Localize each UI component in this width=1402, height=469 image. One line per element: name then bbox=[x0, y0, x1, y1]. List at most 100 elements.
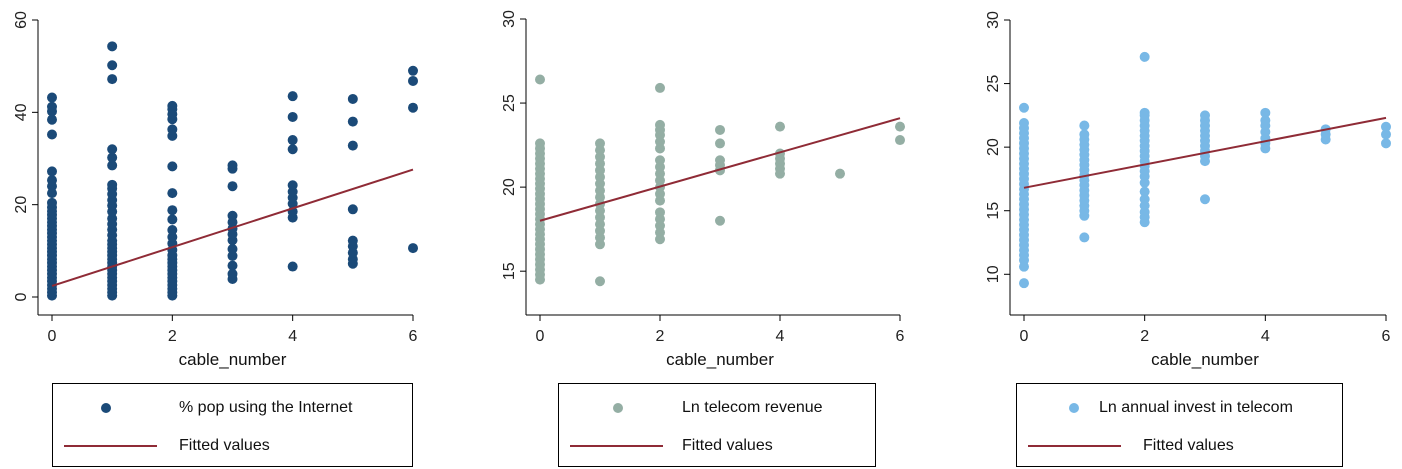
scatter-point bbox=[227, 181, 238, 192]
x-tick-label: 4 bbox=[776, 328, 785, 345]
scatter-point bbox=[347, 140, 358, 151]
scatter-point bbox=[227, 243, 238, 254]
legend-line-icon bbox=[570, 445, 663, 447]
legend-marker-icon bbox=[613, 403, 623, 413]
scatter-point bbox=[107, 144, 118, 155]
scatter-point bbox=[287, 111, 298, 122]
scatter-point bbox=[1139, 107, 1150, 118]
scatter-point bbox=[227, 260, 238, 271]
scatter-point bbox=[47, 129, 57, 140]
scatter-point bbox=[167, 161, 178, 172]
scatter-point bbox=[408, 243, 418, 254]
scatter-point bbox=[1079, 120, 1090, 131]
legend-label-series-1: % pop using the Internet bbox=[179, 399, 353, 416]
scatter-point bbox=[347, 116, 358, 127]
legend-3: Ln annual invest in telecom Fitted value… bbox=[1016, 383, 1343, 467]
y-tick-label: 15 bbox=[501, 262, 518, 280]
y-tick-label: 20 bbox=[501, 178, 518, 196]
scatter-point bbox=[167, 124, 178, 135]
scatter-point bbox=[715, 138, 725, 149]
x-tick-label: 0 bbox=[1020, 328, 1029, 345]
y-tick-label: 40 bbox=[13, 103, 30, 121]
scatter-point bbox=[47, 175, 57, 186]
scatter-point bbox=[1381, 129, 1391, 140]
scatter-point bbox=[1381, 138, 1391, 149]
scatter-point bbox=[1139, 194, 1150, 205]
fitted-line bbox=[1023, 116, 1387, 189]
legend-2: Ln telecom revenue Fitted values bbox=[558, 383, 876, 467]
scatter-point bbox=[47, 166, 57, 177]
scatter-point bbox=[535, 138, 545, 149]
scatter-point bbox=[47, 114, 57, 125]
legend-label-fitted-1: Fitted values bbox=[179, 437, 270, 454]
y-tick-label: 25 bbox=[501, 94, 518, 112]
scatter-point bbox=[1139, 186, 1150, 197]
scatter-point bbox=[1019, 278, 1029, 289]
scatter-point bbox=[1260, 115, 1271, 126]
scatter-point bbox=[47, 197, 57, 208]
x-tick-label: 0 bbox=[48, 328, 57, 345]
scatter-point bbox=[347, 204, 358, 215]
scatter-point bbox=[1079, 232, 1090, 243]
scatter-point bbox=[167, 231, 178, 242]
scatter-point bbox=[1019, 102, 1029, 113]
scatter-point bbox=[167, 205, 178, 216]
scatter-point bbox=[227, 210, 238, 221]
x-tick-label: 2 bbox=[656, 328, 665, 345]
scatter-point bbox=[408, 102, 418, 113]
y-tick-label: 0 bbox=[13, 292, 30, 301]
chart-panel-2: 15 20 25 30 0 2 4 6 cable_number Ln telecom reve… bbox=[465, 0, 933, 469]
y-tick-label: 30 bbox=[985, 11, 1002, 29]
scatter-point bbox=[107, 160, 118, 171]
x-tick-label: 6 bbox=[409, 328, 418, 345]
scatter-point bbox=[287, 91, 298, 102]
scatter-point bbox=[1019, 117, 1029, 128]
scatter-point bbox=[408, 65, 418, 76]
legend-label-series-3: Ln annual invest in telecom bbox=[1099, 399, 1293, 416]
x-axis-title: cable_number bbox=[666, 350, 774, 369]
y-tick-label: 20 bbox=[13, 196, 30, 214]
x-tick-label: 6 bbox=[1382, 328, 1391, 345]
scatter-point bbox=[895, 135, 905, 146]
scatter-point bbox=[287, 180, 298, 191]
fitted-line bbox=[51, 168, 414, 287]
scatter-point bbox=[47, 92, 57, 103]
scatter-point bbox=[595, 276, 605, 287]
legend-line-icon bbox=[1028, 445, 1121, 447]
scatter-point bbox=[1200, 110, 1210, 121]
scatter-point bbox=[167, 100, 178, 111]
legend-label-series-2: Ln telecom revenue bbox=[682, 399, 823, 416]
legend-label-fitted-3: Fitted values bbox=[1143, 437, 1234, 454]
scatter-point bbox=[655, 155, 665, 166]
chart-panel-3: 10 15 20 25 30 0 2 4 6 cable_number Ln annual inv… bbox=[933, 0, 1402, 469]
y-tick-label: 30 bbox=[501, 10, 518, 28]
scatter-point bbox=[1381, 121, 1391, 132]
scatter-point bbox=[1079, 129, 1090, 140]
scatter-point bbox=[227, 250, 238, 261]
y-tick-label: 25 bbox=[985, 75, 1002, 93]
scatter-point bbox=[655, 207, 665, 218]
scatter-point bbox=[715, 155, 725, 166]
chart-svg-3: 10 15 20 25 30 0 2 4 6 cable_number bbox=[985, 11, 1391, 369]
scatter-point bbox=[287, 144, 298, 155]
scatter-point bbox=[347, 93, 358, 104]
legend-1: % pop using the Internet Fitted values bbox=[52, 383, 413, 467]
x-tick-label: 4 bbox=[288, 328, 297, 345]
y-tick-label: 10 bbox=[985, 265, 1002, 283]
scatter-point bbox=[287, 135, 298, 146]
legend-marker-icon bbox=[101, 403, 111, 413]
y-tick-label: 20 bbox=[985, 138, 1002, 156]
scatter-point bbox=[107, 179, 118, 190]
scatter-point bbox=[775, 121, 785, 132]
scatter-point bbox=[715, 215, 725, 226]
scatter-point bbox=[167, 214, 178, 225]
scatter-point bbox=[835, 168, 845, 179]
legend-label-fitted-2: Fitted values bbox=[682, 437, 773, 454]
legend-marker-icon bbox=[1069, 403, 1079, 413]
scatter-point bbox=[107, 152, 118, 163]
scatter-point bbox=[107, 60, 118, 71]
scatter-point bbox=[715, 124, 725, 135]
x-tick-label: 4 bbox=[1261, 328, 1270, 345]
x-tick-label: 2 bbox=[168, 328, 177, 345]
scatter-point bbox=[107, 41, 118, 52]
